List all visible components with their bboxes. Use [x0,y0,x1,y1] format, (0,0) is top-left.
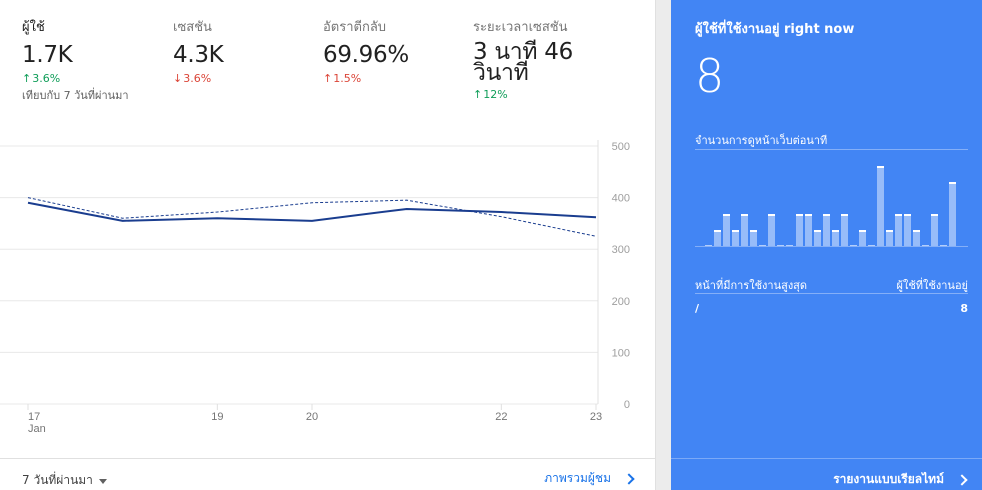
x-tick-sublabel: Jan [28,423,46,435]
metric-change: ↑ 12% [473,88,508,101]
pageview-bar [786,245,794,246]
metric-value: 69.96% [323,42,409,68]
metric-value: 3 นาที 46 วินาที [473,39,573,86]
current-period-line [27,201,597,222]
arrow-up-icon: ↑ [323,72,333,85]
pageview-bar [858,230,866,246]
pageview-bar [940,245,948,246]
metric-sessions-tab[interactable]: เซสชัน 4.3K ↓ 3.6% [173,16,224,85]
pageview-bar [849,245,857,246]
compare-period-text: เทียบกับ 7 วันที่ผ่านมา [22,89,129,102]
pageview-bar [949,182,957,246]
metric-label: เซสชัน [173,20,212,35]
realtime-report-label: รายงานแบบเรียลไทม์ [833,472,944,486]
caret-down-icon [98,478,107,484]
pageview-bar [759,245,767,246]
pageview-bar [922,245,930,246]
date-range-label: 7 วันที่ผ่านมา [22,473,93,487]
realtime-footer: รายงานแบบเรียลไทม์ [671,458,982,490]
divider [695,246,968,247]
y-tick-label: 300 [612,244,630,256]
pageview-bar [777,245,785,246]
metric-label: ผู้ใช้ [22,20,45,35]
y-tick-label: 500 [612,141,630,153]
x-tick-label: 19 [211,411,223,423]
date-range-dropdown[interactable]: 7 วันที่ผ่านมา [22,471,107,490]
pageview-bar [822,214,830,246]
pageview-bar [714,230,722,246]
metric-change: ↓ 3.6% [173,72,212,85]
page-active-users: 8 [960,302,968,315]
pageview-bar [886,230,893,246]
y-tick-label: 200 [612,296,630,308]
card-footer: 7 วันที่ผ่านมา ภาพรวมผู้ชม [0,458,655,490]
divider [695,149,968,150]
pageview-bar [741,214,749,246]
pageview-bar [750,230,758,246]
active-tab-indicator [0,0,148,3]
metric-label: ระยะเวลาเซสชัน [473,20,568,35]
page-path: / [695,302,700,315]
top-pages-header: หน้าที่มีการใช้งานสูงสุด ผู้ใช้ที่ใช้งาน… [695,276,968,294]
pageview-bar [804,214,812,246]
x-tick-label: 17 [28,411,40,423]
arrow-down-icon: ↓ [173,72,183,85]
audience-overview-link[interactable]: ภาพรวมผู้ชม [544,469,635,488]
y-tick-label: 0 [624,399,630,411]
metric-change: ↑ 3.6% [22,72,61,85]
pageview-bar [795,214,803,246]
metric-change: ↑ 1.5% [323,72,362,85]
realtime-title: ผู้ใช้ที่ใช้งานอยู่ right now [695,22,855,37]
arrow-up-icon: ↑ [473,88,483,101]
y-tick-label: 100 [612,347,630,359]
metric-session-duration-tab[interactable]: ระยะเวลาเซสชัน 3 นาที 46 วินาที ↑ 12% [473,16,593,101]
realtime-report-link[interactable]: รายงานแบบเรียลไทม์ [833,470,968,489]
metric-value: 1.7K [22,42,73,68]
pageview-bar [813,230,821,246]
pageview-bar [831,230,839,246]
y-tick-label: 400 [612,193,630,205]
metric-users-tab[interactable]: ผู้ใช้ 1.7K ↑ 3.6% เทียบกับ 7 วันที่ผ่านม… [22,16,132,103]
realtime-card: ผู้ใช้ที่ใช้งานอยู่ right now 8 จำนวนการ… [671,0,982,490]
chevron-right-icon [623,472,635,485]
pageview-bar [867,245,875,246]
metric-bounce-rate-tab[interactable]: อัตราตีกลับ 69.96% ↑ 1.5% [323,16,409,85]
active-users-count: 8 [695,49,725,103]
pageview-bar [732,230,740,246]
metric-value: 4.3K [173,42,224,68]
active-users-column-label: ผู้ใช้ที่ใช้งานอยู่ [896,279,969,292]
top-page-row[interactable]: / 8 [695,302,968,315]
x-tick-label: 23 [590,411,602,423]
x-tick-label: 20 [306,411,318,423]
pageview-bar [876,166,884,246]
audience-overview-card: ผู้ใช้ 1.7K ↑ 3.6% เทียบกับ 7 วันที่ผ่านม… [0,0,656,490]
pageview-bar [768,214,776,246]
pageview-bar [904,214,912,246]
pageview-bar [895,214,903,246]
overview-link-label: ภาพรวมผู้ชม [544,471,611,485]
divider [695,293,968,294]
x-tick-label: 22 [495,411,507,423]
pageview-bar [840,214,848,246]
pageview-bar [931,214,939,246]
pageview-bar [723,214,731,246]
chevron-right-icon [956,473,968,486]
pageview-bar [913,230,921,246]
pageviews-per-minute-label: จำนวนการดูหน้าเว็บต่อนาที [695,134,828,147]
pageviews-bar-chart [695,150,968,246]
pageview-bar [705,245,712,246]
users-line-chart: 500 400 300 200 100 0 17 19 20 22 23 Jan [0,140,630,435]
arrow-up-icon: ↑ [22,72,32,85]
top-pages-column-label: หน้าที่มีการใช้งานสูงสุด [695,279,808,292]
metric-label: อัตราตีกลับ [323,20,387,35]
previous-period-line [27,197,597,237]
